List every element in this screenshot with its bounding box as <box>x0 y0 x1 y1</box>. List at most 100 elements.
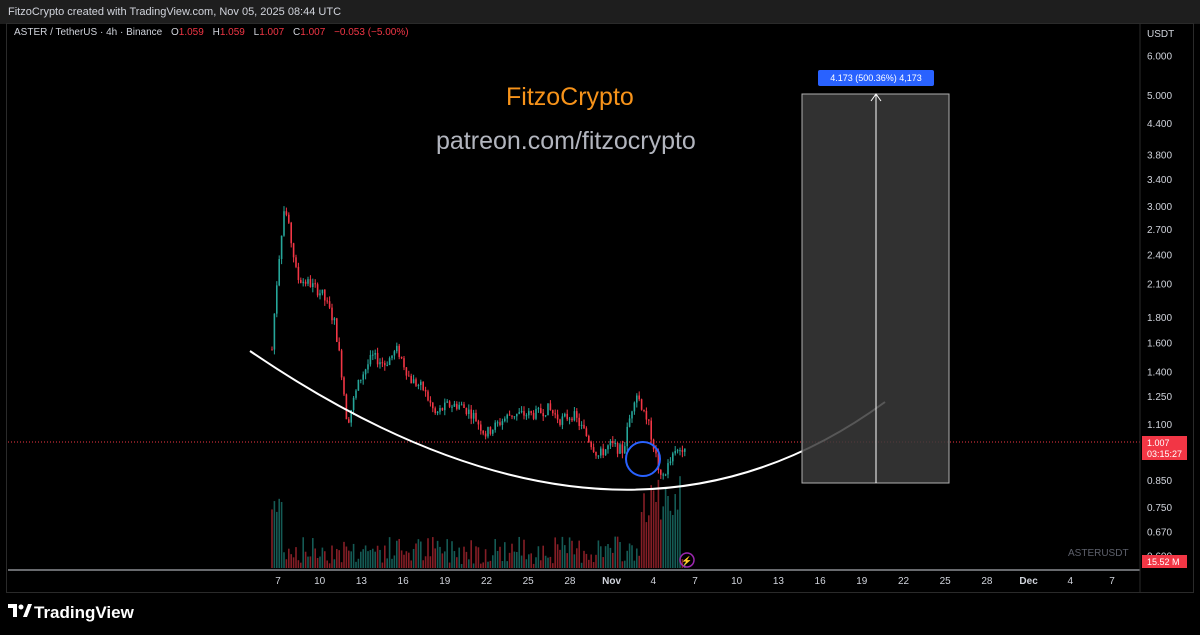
volume-bar <box>340 562 343 568</box>
volume-bar <box>547 557 549 568</box>
symbol-legend[interactable]: ASTER / TetherUS · 4h · Binance O1.059 H… <box>14 27 409 38</box>
volume-bar <box>633 560 636 568</box>
currency-label[interactable]: USDT <box>1147 29 1174 40</box>
volume-bar <box>446 539 448 568</box>
volume-bar <box>410 560 412 568</box>
symbol-name: ASTER / TetherUS · 4h · Binance <box>14 27 163 38</box>
volume-bar <box>432 537 434 568</box>
volume-bar <box>530 553 532 568</box>
volume-bar <box>568 537 571 568</box>
volume-bar <box>532 563 535 568</box>
volume-bar <box>456 557 458 568</box>
candle-body <box>499 422 501 425</box>
volume-bar <box>280 502 283 568</box>
volume-bar <box>381 562 384 568</box>
price-tick-label: 0.670 <box>1147 528 1172 539</box>
candle-body <box>628 418 631 427</box>
volume-bar <box>307 556 309 568</box>
time-tick-label: 4 <box>1068 576 1074 587</box>
candle-body <box>408 375 410 377</box>
volume-bar <box>609 547 612 568</box>
volume-bar <box>352 543 355 568</box>
candle-body <box>444 402 446 411</box>
candle-body <box>571 418 573 421</box>
volume-bar <box>441 553 444 568</box>
time-tick-label: Nov <box>602 576 621 587</box>
volume-bar <box>525 559 528 568</box>
time-tick-label: 22 <box>481 576 493 587</box>
volume-bar <box>542 545 544 568</box>
volume-bar <box>588 559 590 568</box>
candle-body <box>583 424 585 429</box>
candle-body <box>477 421 480 425</box>
volume-bars <box>271 476 686 568</box>
candle-body <box>472 412 475 419</box>
price-tick-label: 3.400 <box>1147 175 1172 186</box>
volume-bar <box>386 558 388 568</box>
candle-body <box>520 411 523 413</box>
candle-body <box>518 412 520 414</box>
candle-body <box>422 381 424 390</box>
candle-body <box>420 381 422 386</box>
time-tick-label: 16 <box>815 576 827 587</box>
volume-bar <box>398 538 400 568</box>
event-icon[interactable] <box>679 552 695 568</box>
chart-credit: FitzoCrypto created with TradingView.com… <box>8 6 342 18</box>
time-tick-label: Dec <box>1019 576 1038 587</box>
candle-body <box>285 211 288 215</box>
candle-body <box>439 408 441 412</box>
volume-bar <box>508 552 511 568</box>
candle-body <box>487 427 489 437</box>
candle-body <box>655 449 657 454</box>
volume-bar <box>436 540 439 568</box>
candle-body <box>564 413 566 417</box>
candle-body <box>379 362 381 365</box>
candle-body <box>604 449 607 456</box>
candle-body <box>451 406 453 408</box>
candle-body <box>669 461 672 464</box>
volume-bar <box>333 559 336 568</box>
tradingview-brand[interactable]: TradingView <box>34 603 134 622</box>
volume-bar <box>412 548 415 568</box>
volume-bar <box>564 545 566 568</box>
volume-bar <box>290 554 292 568</box>
candle-body <box>624 446 626 454</box>
time-tick-label: 19 <box>439 576 451 587</box>
candle-body <box>393 351 396 356</box>
volume-bar <box>643 493 645 568</box>
candle-body <box>441 408 444 411</box>
candle-body <box>470 409 472 419</box>
top-bar: FitzoCrypto created with TradingView.com… <box>0 0 1200 24</box>
price-tick-label: 3.800 <box>1147 151 1172 162</box>
volume-bar <box>621 561 624 568</box>
candle-body <box>328 301 331 308</box>
candle-body <box>554 413 556 415</box>
candle-body <box>489 427 492 434</box>
volume-bar <box>372 548 374 568</box>
candle-body <box>290 222 292 244</box>
candle-body <box>391 355 393 359</box>
price-chart[interactable]: 4.173 (500.36%) 4,173 6.000 5.000 4.400 3.8… <box>0 0 1200 595</box>
volume-bar <box>403 554 405 568</box>
chart-frame[interactable] <box>6 23 1194 593</box>
volume-bar <box>355 561 357 568</box>
volume-bar <box>612 552 614 568</box>
volume-bar <box>523 539 525 568</box>
candle-body <box>492 429 494 434</box>
candle-body <box>273 313 276 350</box>
volume-bar <box>300 562 302 568</box>
volume-bar <box>655 501 657 568</box>
candle-body <box>674 451 676 454</box>
candle-body <box>403 358 405 368</box>
volume-bar <box>328 563 331 568</box>
volume-bar <box>496 550 499 568</box>
candle-body <box>484 433 487 437</box>
candle-body <box>331 307 333 321</box>
price-tick-label: 2.400 <box>1147 250 1172 261</box>
volume-bar <box>451 541 453 568</box>
price-tick-label: 2.100 <box>1147 279 1172 290</box>
volume-bar <box>571 540 573 568</box>
candle-body <box>314 283 316 285</box>
volume-bar <box>273 501 276 568</box>
candle-body <box>679 450 681 452</box>
